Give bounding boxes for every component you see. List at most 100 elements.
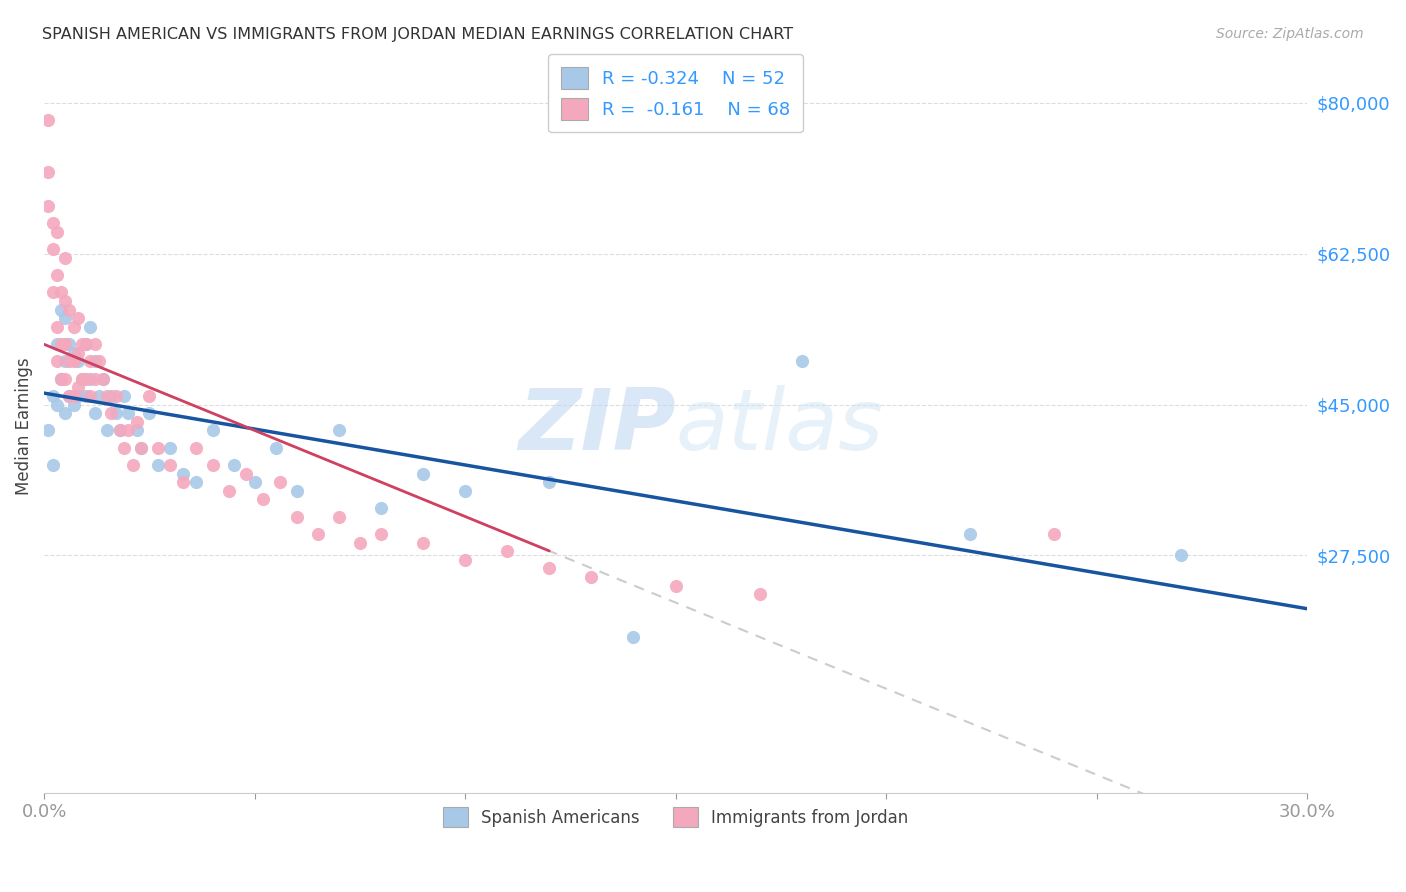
Point bbox=[328, 509, 350, 524]
Point bbox=[129, 441, 152, 455]
Point bbox=[496, 544, 519, 558]
Point bbox=[252, 492, 274, 507]
Point bbox=[285, 509, 308, 524]
Point bbox=[96, 389, 118, 403]
Point bbox=[370, 501, 392, 516]
Point bbox=[370, 527, 392, 541]
Point bbox=[264, 441, 287, 455]
Point bbox=[75, 372, 97, 386]
Point bbox=[70, 337, 93, 351]
Point bbox=[307, 527, 329, 541]
Point bbox=[66, 354, 89, 368]
Point bbox=[412, 467, 434, 481]
Point bbox=[104, 389, 127, 403]
Point bbox=[1043, 527, 1066, 541]
Point bbox=[58, 389, 80, 403]
Point bbox=[91, 372, 114, 386]
Point bbox=[45, 337, 67, 351]
Point bbox=[58, 389, 80, 403]
Point bbox=[159, 441, 181, 455]
Point bbox=[349, 535, 371, 549]
Point bbox=[184, 475, 207, 490]
Point bbox=[58, 302, 80, 317]
Point bbox=[146, 441, 169, 455]
Point bbox=[62, 398, 84, 412]
Point bbox=[62, 389, 84, 403]
Point bbox=[83, 354, 105, 368]
Point bbox=[538, 561, 561, 575]
Point bbox=[454, 553, 477, 567]
Point bbox=[37, 424, 59, 438]
Point bbox=[129, 441, 152, 455]
Point bbox=[96, 424, 118, 438]
Point bbox=[172, 475, 194, 490]
Point bbox=[37, 165, 59, 179]
Point bbox=[218, 483, 240, 498]
Point bbox=[138, 406, 160, 420]
Point bbox=[37, 199, 59, 213]
Y-axis label: Median Earnings: Median Earnings bbox=[15, 358, 32, 495]
Point bbox=[75, 337, 97, 351]
Text: atlas: atlas bbox=[675, 384, 883, 467]
Text: ZIP: ZIP bbox=[517, 384, 675, 467]
Point bbox=[125, 415, 148, 429]
Point bbox=[581, 570, 603, 584]
Point bbox=[58, 337, 80, 351]
Point bbox=[49, 372, 72, 386]
Point bbox=[138, 389, 160, 403]
Point bbox=[53, 294, 76, 309]
Point bbox=[104, 406, 127, 420]
Point bbox=[79, 372, 101, 386]
Point bbox=[49, 372, 72, 386]
Point bbox=[117, 406, 139, 420]
Point bbox=[100, 406, 122, 420]
Point bbox=[87, 354, 110, 368]
Point bbox=[172, 467, 194, 481]
Point bbox=[87, 389, 110, 403]
Point bbox=[58, 354, 80, 368]
Text: SPANISH AMERICAN VS IMMIGRANTS FROM JORDAN MEDIAN EARNINGS CORRELATION CHART: SPANISH AMERICAN VS IMMIGRANTS FROM JORD… bbox=[42, 27, 793, 42]
Point bbox=[41, 243, 63, 257]
Point bbox=[45, 354, 67, 368]
Point bbox=[66, 346, 89, 360]
Point bbox=[83, 372, 105, 386]
Point bbox=[62, 346, 84, 360]
Point bbox=[41, 217, 63, 231]
Point bbox=[1170, 549, 1192, 563]
Point bbox=[108, 424, 131, 438]
Point bbox=[66, 311, 89, 326]
Text: Source: ZipAtlas.com: Source: ZipAtlas.com bbox=[1216, 27, 1364, 41]
Point bbox=[201, 424, 224, 438]
Point bbox=[243, 475, 266, 490]
Point bbox=[62, 354, 84, 368]
Point bbox=[70, 372, 93, 386]
Point bbox=[184, 441, 207, 455]
Point bbox=[222, 458, 245, 472]
Point bbox=[49, 337, 72, 351]
Point bbox=[112, 441, 135, 455]
Point bbox=[112, 389, 135, 403]
Point bbox=[79, 320, 101, 334]
Point bbox=[83, 337, 105, 351]
Point bbox=[454, 483, 477, 498]
Point bbox=[235, 467, 257, 481]
Point bbox=[45, 398, 67, 412]
Point bbox=[125, 424, 148, 438]
Point bbox=[121, 458, 143, 472]
Point bbox=[79, 354, 101, 368]
Point bbox=[41, 285, 63, 300]
Point bbox=[83, 406, 105, 420]
Point bbox=[45, 268, 67, 283]
Point bbox=[959, 527, 981, 541]
Point bbox=[41, 458, 63, 472]
Point bbox=[664, 579, 686, 593]
Point bbox=[53, 372, 76, 386]
Point bbox=[412, 535, 434, 549]
Point bbox=[201, 458, 224, 472]
Point bbox=[100, 389, 122, 403]
Point bbox=[159, 458, 181, 472]
Point bbox=[75, 337, 97, 351]
Point bbox=[49, 302, 72, 317]
Point bbox=[146, 458, 169, 472]
Point bbox=[748, 587, 770, 601]
